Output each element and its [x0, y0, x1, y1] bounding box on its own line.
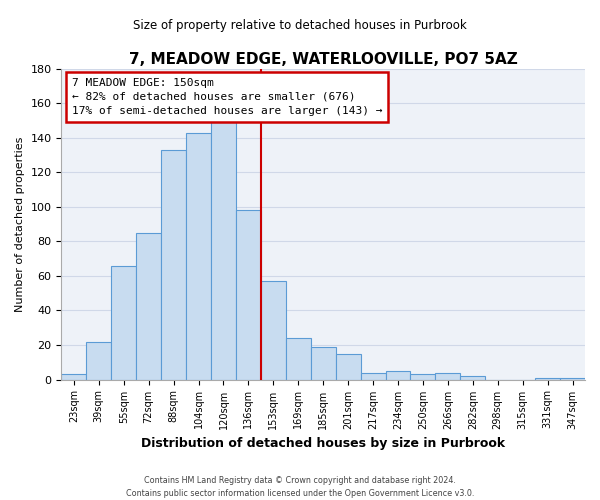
Bar	[261, 281, 286, 380]
Bar	[111, 266, 136, 380]
Bar	[236, 210, 261, 380]
Bar	[186, 132, 211, 380]
Bar	[311, 347, 335, 380]
Text: 7 MEADOW EDGE: 150sqm
← 82% of detached houses are smaller (676)
17% of semi-det: 7 MEADOW EDGE: 150sqm ← 82% of detached …	[72, 78, 382, 116]
Bar	[286, 338, 311, 380]
Bar	[560, 378, 585, 380]
Bar	[460, 376, 485, 380]
Y-axis label: Number of detached properties: Number of detached properties	[15, 136, 25, 312]
Bar	[86, 342, 111, 380]
Bar	[535, 378, 560, 380]
Title: 7, MEADOW EDGE, WATERLOOVILLE, PO7 5AZ: 7, MEADOW EDGE, WATERLOOVILLE, PO7 5AZ	[129, 52, 518, 68]
Bar	[410, 374, 436, 380]
Bar	[136, 233, 161, 380]
Text: Contains HM Land Registry data © Crown copyright and database right 2024.
Contai: Contains HM Land Registry data © Crown c…	[126, 476, 474, 498]
Bar	[436, 372, 460, 380]
Bar	[386, 371, 410, 380]
Text: Size of property relative to detached houses in Purbrook: Size of property relative to detached ho…	[133, 20, 467, 32]
Bar	[211, 120, 236, 380]
X-axis label: Distribution of detached houses by size in Purbrook: Distribution of detached houses by size …	[141, 437, 505, 450]
Bar	[361, 372, 386, 380]
Bar	[335, 354, 361, 380]
Bar	[161, 150, 186, 380]
Bar	[61, 374, 86, 380]
